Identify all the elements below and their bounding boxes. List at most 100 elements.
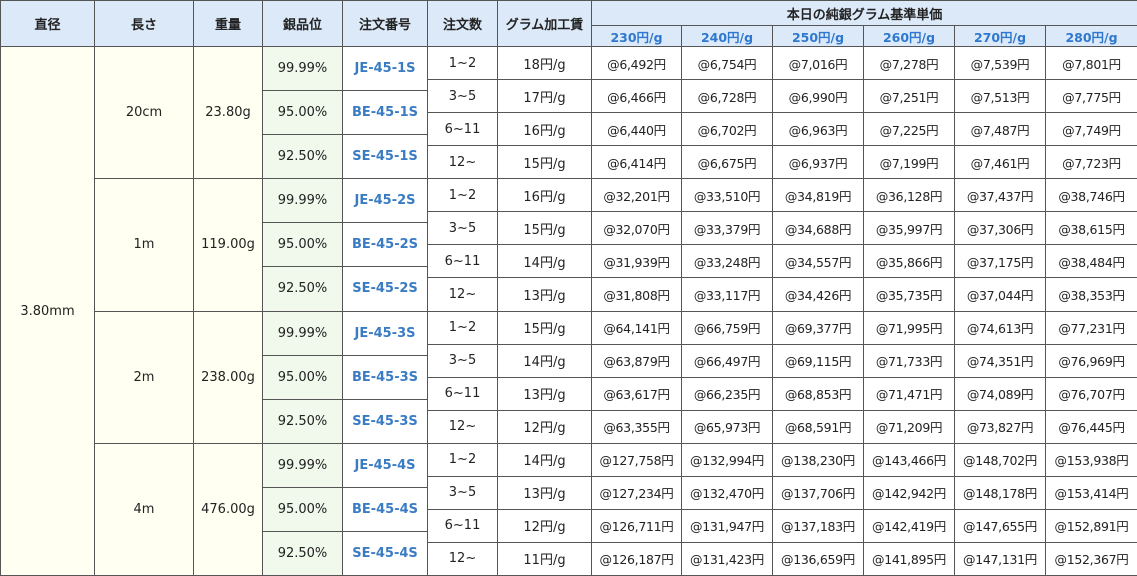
price-column-header: 240円/g [682,26,773,47]
unit-price: @63,355円 [592,410,682,444]
unit-price: @76,707円 [1046,378,1137,411]
order-quantity: 6~11 [428,377,498,411]
unit-price: @66,235円 [682,377,773,411]
unit-price: @7,251円 [864,80,955,114]
column-header: 重量 [194,1,263,47]
unit-price: @31,808円 [592,278,682,312]
processing-fee: 16円/g [498,113,592,147]
unit-price: @153,938円 [1046,444,1137,477]
unit-price: @147,131円 [955,542,1046,576]
unit-price: @35,866円 [864,245,955,279]
unit-price: @74,089円 [955,377,1046,411]
column-header: 銀品位 [263,1,343,47]
order-quantity: 12~ [428,410,498,444]
processing-fee: 17円/g [498,80,592,114]
order-code: JE-45-4S [343,443,428,488]
unit-price: @38,615円 [1046,212,1137,246]
order-quantity: 3~5 [428,212,498,246]
unit-price: @137,183円 [773,509,864,543]
unit-price: @7,539円 [955,47,1046,81]
unit-price: @64,141円 [592,311,682,345]
diameter: 3.80mm [1,47,95,576]
unit-price: @138,230円 [773,443,864,477]
unit-price: @131,947円 [682,509,773,543]
unit-price: @34,819円 [773,179,864,213]
unit-price: @69,377円 [773,311,864,345]
order-quantity: 1~2 [428,47,498,81]
unit-price: @32,201円 [592,179,682,213]
unit-price: @127,758円 [592,443,682,477]
unit-price: @66,497円 [682,344,773,378]
order-quantity: 12~ [428,278,498,312]
unit-price: @141,895円 [864,542,955,576]
processing-fee: 14円/g [498,245,592,279]
unit-price: @148,702円 [955,443,1046,477]
purity: 92.50% [263,531,343,576]
unit-price: @131,423円 [682,542,773,576]
unit-price: @68,853円 [773,377,864,411]
order-code: BE-45-4S [343,487,428,532]
processing-fee: 13円/g [498,278,592,312]
column-header: 直径 [1,1,95,47]
length: 20cm [95,47,194,180]
order-code: BE-45-1S [343,91,428,136]
unit-price: @7,461円 [955,146,1046,180]
purity: 95.00% [263,487,343,532]
unit-price: @35,997円 [864,212,955,246]
unit-price: @7,723円 [1046,146,1137,180]
order-quantity: 1~2 [428,311,498,345]
price-column-header: 260円/g [864,26,955,47]
processing-fee: 16円/g [498,179,592,213]
unit-price: @37,044円 [955,278,1046,312]
processing-fee: 15円/g [498,146,592,180]
unit-price: @33,117円 [682,278,773,312]
price-header: 本日の純銀グラム基準単価 [592,1,1137,26]
processing-fee: 14円/g [498,344,592,378]
unit-price: @7,775円 [1046,80,1137,114]
column-header: 長さ [95,1,194,47]
length: 2m [95,311,194,444]
purity: 99.99% [263,443,343,488]
unit-price: @148,178円 [955,476,1046,510]
unit-price: @37,437円 [955,179,1046,213]
purity: 95.00% [263,223,343,268]
unit-price: @136,659円 [773,542,864,576]
unit-price: @34,426円 [773,278,864,312]
unit-price: @6,728円 [682,80,773,114]
column-header: グラム加工賃 [498,1,592,47]
unit-price: @37,175円 [955,245,1046,279]
order-quantity: 6~11 [428,509,498,543]
unit-price: @6,440円 [592,113,682,147]
unit-price: @33,248円 [682,245,773,279]
order-quantity: 3~5 [428,476,498,510]
unit-price: @74,351円 [955,344,1046,378]
unit-price: @73,827円 [955,410,1046,444]
weight: 476.00g [194,443,263,576]
order-code: JE-45-1S [343,47,428,92]
unit-price: @63,879円 [592,344,682,378]
unit-price: @126,711円 [592,509,682,543]
unit-price: @6,963円 [773,113,864,147]
unit-price: @6,492円 [592,47,682,81]
order-quantity: 1~2 [428,443,498,477]
processing-fee: 13円/g [498,476,592,510]
unit-price: @6,937円 [773,146,864,180]
order-quantity: 6~11 [428,245,498,279]
order-code: SE-45-1S [343,135,428,180]
unit-price: @7,513円 [955,80,1046,114]
purity: 95.00% [263,355,343,400]
order-quantity: 6~11 [428,113,498,147]
unit-price: @68,591円 [773,410,864,444]
unit-price: @34,557円 [773,245,864,279]
unit-price: @74,613円 [955,311,1046,345]
unit-price: @36,128円 [864,179,955,213]
unit-price: @38,484円 [1046,245,1137,279]
price-column-header: 280円/g [1046,26,1137,47]
order-quantity: 3~5 [428,80,498,114]
processing-fee: 14円/g [498,443,592,477]
unit-price: @152,367円 [1046,543,1137,576]
weight: 119.00g [194,179,263,312]
price-column-header: 250円/g [773,26,864,47]
unit-price: @6,414円 [592,146,682,180]
